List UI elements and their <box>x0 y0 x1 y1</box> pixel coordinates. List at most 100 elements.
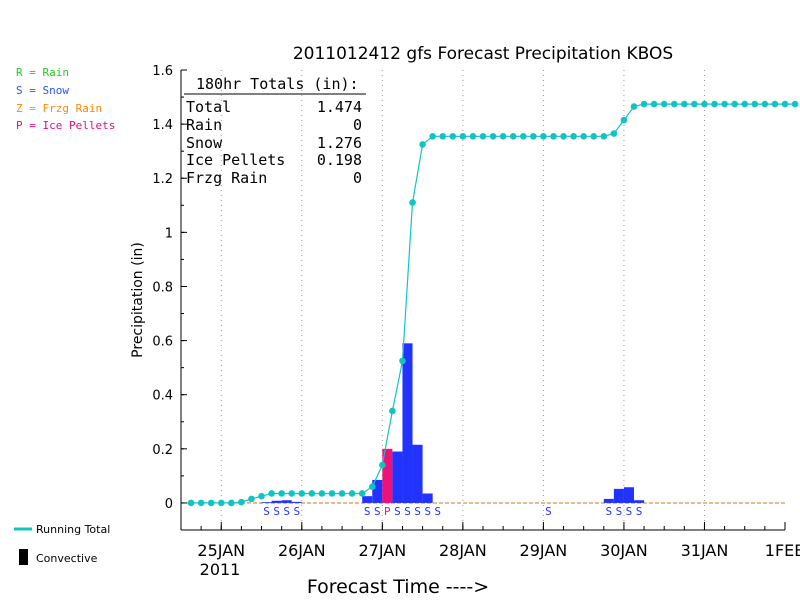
totals-label-rain: Rain <box>186 116 222 134</box>
snow-marker: S <box>293 505 300 518</box>
x-axis-ticks: 25JAN 26JAN 27JAN 28JAN 29JAN 30JAN 31JAN 1FEB <box>180 522 800 560</box>
running-total-point <box>771 100 779 108</box>
grid-lines <box>220 70 705 530</box>
snow-bar <box>291 501 302 503</box>
running-total-point <box>640 100 648 108</box>
snow-marker: S <box>404 505 411 518</box>
snow-bar <box>623 487 634 503</box>
ice-pellets-marker: P <box>384 505 391 518</box>
totals-label-ice-pellets: Ice Pellets <box>186 151 285 169</box>
totals-value-total: 1.474 <box>317 98 362 116</box>
totals-value-ice-pellets: 0.198 <box>317 151 362 169</box>
snow-marker: S <box>545 505 552 518</box>
snow-bar <box>634 500 645 503</box>
snow-bar <box>261 502 272 503</box>
y-axis-ticks: 0 0.2 0.4 0.6 0.8 1 1.2 1.4 1.6 <box>152 64 187 531</box>
running-total-point <box>399 357 406 365</box>
running-total-point <box>620 116 628 124</box>
totals-header: 180hr Totals (in): <box>196 75 359 93</box>
bars <box>261 343 645 503</box>
running-total-point <box>519 132 527 140</box>
running-total-point <box>449 132 457 140</box>
running-total-point <box>791 100 799 108</box>
snow-marker: S <box>424 505 431 518</box>
y-tick-label: 1 <box>165 226 173 241</box>
snow-bar <box>281 500 292 503</box>
running-total-point <box>670 100 678 108</box>
y-tick-label: 0.4 <box>152 389 173 404</box>
running-total-point <box>560 132 567 140</box>
running-total-point <box>268 490 275 497</box>
running-total-point <box>550 132 557 140</box>
totals-value-snow: 1.276 <box>317 134 362 152</box>
snow-bar <box>422 493 433 503</box>
snow-bar <box>362 496 373 503</box>
y-tick-label: 0.6 <box>152 335 173 350</box>
x-tick-label: 30JAN <box>600 541 648 560</box>
running-total-point <box>187 499 195 507</box>
convective-legend-swatch <box>19 549 28 565</box>
totals-value-rain: 0 <box>353 116 362 134</box>
running-total-point <box>590 132 598 140</box>
snow-marker: S <box>434 505 441 518</box>
running-total-point <box>630 103 638 110</box>
y-tick-label: 0.2 <box>152 443 173 458</box>
x-tick-label: 31JAN <box>681 541 729 560</box>
snow-marker: S <box>283 505 290 518</box>
running-total-point <box>348 490 356 497</box>
running-total-point <box>701 100 708 108</box>
snow-bar <box>372 479 383 503</box>
snow-bar <box>412 444 423 503</box>
y-axis-label: Precipitation (in) <box>130 242 146 358</box>
totals-value-frzg-rain: 0 <box>353 169 362 187</box>
legend-ice-pellets: P = Ice Pellets <box>16 119 115 132</box>
totals-label-snow: Snow <box>186 134 223 152</box>
running-total-point <box>711 100 718 108</box>
running-total-point <box>580 132 587 140</box>
x-tick-label: 26JAN <box>278 541 326 560</box>
running-total-point <box>761 100 769 108</box>
running-total-point <box>540 132 547 140</box>
legend-rain: R = Rain <box>16 66 69 79</box>
legend-snow: S = Snow <box>16 84 69 97</box>
snow-bar <box>271 500 282 503</box>
running-total-point <box>459 132 467 140</box>
x-axis-label: Forecast Time ----> <box>307 576 489 598</box>
running-total-point <box>660 100 668 108</box>
running-total-point <box>681 100 688 108</box>
running-total-point <box>207 499 215 507</box>
running-total-point <box>691 100 698 108</box>
x-tick-label: 28JAN <box>439 541 487 560</box>
y-tick-label: 1.2 <box>152 172 173 187</box>
totals-label-frzg-rain: Frzg Rain <box>186 169 267 187</box>
running-total-point <box>721 100 728 108</box>
snow-marker: S <box>394 505 401 518</box>
bottom-legend: Running Total Convective <box>14 523 110 565</box>
running-total-point <box>338 490 346 497</box>
x-axis-year-label: 2011 <box>200 560 241 579</box>
running-total-point <box>429 132 436 140</box>
running-total-point <box>238 498 245 506</box>
running-total-point <box>781 100 789 108</box>
snow-marker: S <box>606 505 613 518</box>
x-tick-label: 29JAN <box>520 541 568 560</box>
ice-pellets-bar <box>382 448 393 503</box>
running-total-point <box>409 199 416 206</box>
running-total-point <box>248 495 255 503</box>
running-total-point <box>298 490 306 497</box>
running-total-point <box>741 100 749 108</box>
running-total-point <box>197 499 205 507</box>
running-total-point <box>228 499 235 507</box>
running-total-point <box>389 407 396 415</box>
y-tick-label: 0 <box>165 497 173 512</box>
running-total-legend-label: Running Total <box>36 523 110 536</box>
snow-bar <box>603 498 614 503</box>
totals-box: 180hr Totals (in): Total 1.474 Rain 0 Sn… <box>184 75 366 187</box>
running-total-point <box>358 490 366 497</box>
snow-marker: S <box>636 505 643 518</box>
running-total-point <box>509 132 517 140</box>
snow-marker: S <box>364 505 371 518</box>
y-tick-label: 1.6 <box>152 64 173 79</box>
